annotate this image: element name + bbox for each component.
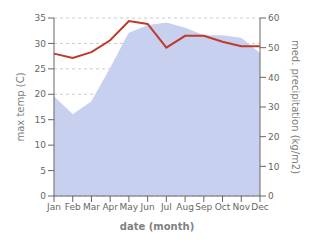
svg-text:0: 0: [268, 191, 274, 201]
svg-text:Jan: Jan: [46, 202, 61, 212]
svg-text:15: 15: [35, 115, 46, 125]
svg-text:40: 40: [268, 73, 280, 83]
svg-text:med. precipitation (kg/m2): med. precipitation (kg/m2): [290, 40, 301, 174]
svg-text:Jul: Jul: [160, 202, 172, 212]
svg-text:May: May: [120, 202, 139, 212]
svg-text:50: 50: [268, 43, 280, 53]
svg-text:60: 60: [268, 13, 280, 23]
svg-text:25: 25: [35, 64, 46, 74]
svg-text:date (month): date (month): [120, 221, 194, 232]
svg-text:30: 30: [268, 102, 280, 112]
svg-text:10: 10: [268, 162, 280, 172]
svg-text:Dec: Dec: [251, 202, 268, 212]
svg-text:Mar: Mar: [83, 202, 100, 212]
svg-text:Oct: Oct: [215, 202, 231, 212]
svg-text:Nov: Nov: [232, 202, 250, 212]
svg-text:35: 35: [35, 13, 46, 23]
svg-text:Apr: Apr: [102, 202, 118, 212]
svg-text:20: 20: [35, 89, 47, 99]
svg-text:Sep: Sep: [195, 202, 212, 212]
svg-text:max temp (C): max temp (C): [15, 72, 26, 141]
svg-text:0: 0: [40, 191, 46, 201]
svg-text:Jun: Jun: [140, 202, 155, 212]
svg-text:30: 30: [35, 39, 47, 49]
svg-text:Feb: Feb: [65, 202, 81, 212]
svg-text:10: 10: [35, 140, 47, 150]
svg-text:20: 20: [268, 132, 280, 142]
svg-text:5: 5: [40, 166, 46, 176]
svg-text:Aug: Aug: [176, 202, 194, 212]
